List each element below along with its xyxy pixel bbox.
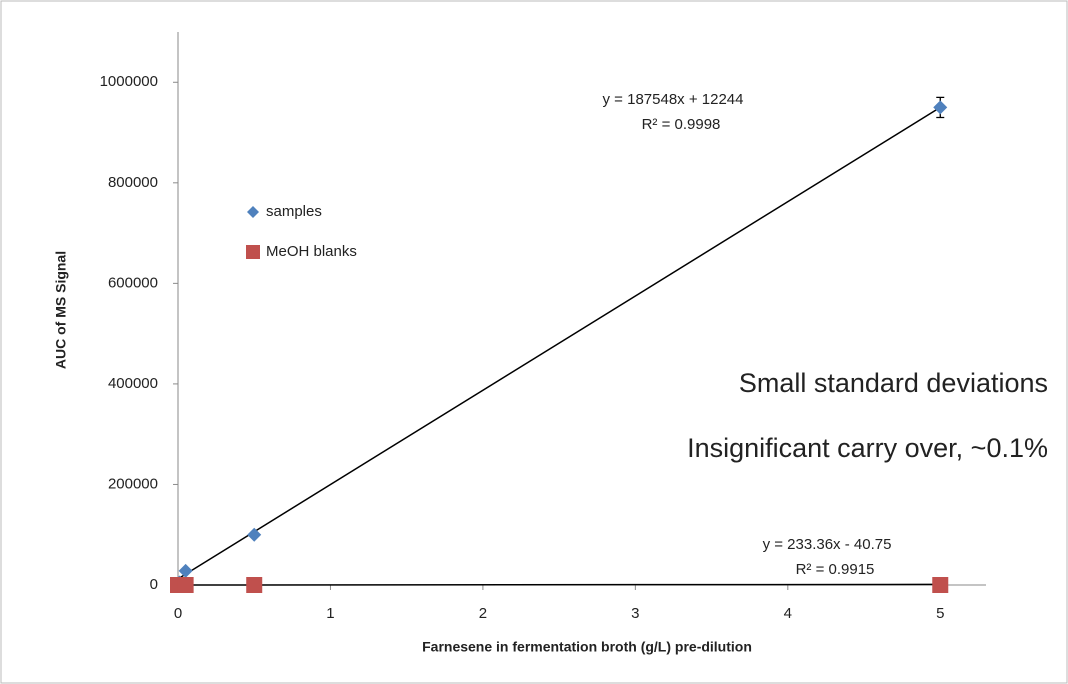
x-tick-label: 2 <box>479 605 487 622</box>
legend-marker <box>246 245 260 259</box>
point <box>178 563 193 578</box>
annotation: Insignificant carry over, ~0.1% <box>687 433 1048 463</box>
x-tick-label: 5 <box>936 605 944 622</box>
trendline <box>177 106 941 580</box>
x-tick-label: 1 <box>326 605 334 622</box>
trendline-equation: y = 187548x + 12244 <box>603 91 744 108</box>
y-tick-label: 600000 <box>108 274 158 291</box>
point <box>246 577 263 593</box>
trendline <box>177 583 941 586</box>
trendline-r-squared: R² = 0.9915 <box>796 561 875 578</box>
y-tick-label: 1000000 <box>100 73 158 90</box>
x-tick-label: 3 <box>631 605 639 622</box>
legend-label: samples <box>266 203 322 220</box>
point <box>247 527 262 542</box>
x-tick-label: 4 <box>784 605 792 622</box>
y-tick-label: 200000 <box>108 475 158 492</box>
point <box>932 577 949 593</box>
point <box>933 100 948 115</box>
legend-label: MeOH blanks <box>266 243 357 260</box>
point <box>177 577 194 593</box>
annotation: Small standard deviations <box>739 368 1048 398</box>
x-tick-label: 0 <box>174 605 182 622</box>
y-tick-label: 800000 <box>108 174 158 191</box>
trendline-equation: y = 233.36x - 40.75 <box>763 536 892 553</box>
y-tick-label: 0 <box>150 576 158 593</box>
y-axis-title: AUC of MS Signal <box>53 251 69 369</box>
x-axis-title: Farnesene in fermentation broth (g/L) pr… <box>422 639 752 655</box>
trendline-r-squared: R² = 0.9998 <box>642 116 721 133</box>
y-tick-label: 400000 <box>108 375 158 392</box>
legend-marker <box>247 206 259 218</box>
